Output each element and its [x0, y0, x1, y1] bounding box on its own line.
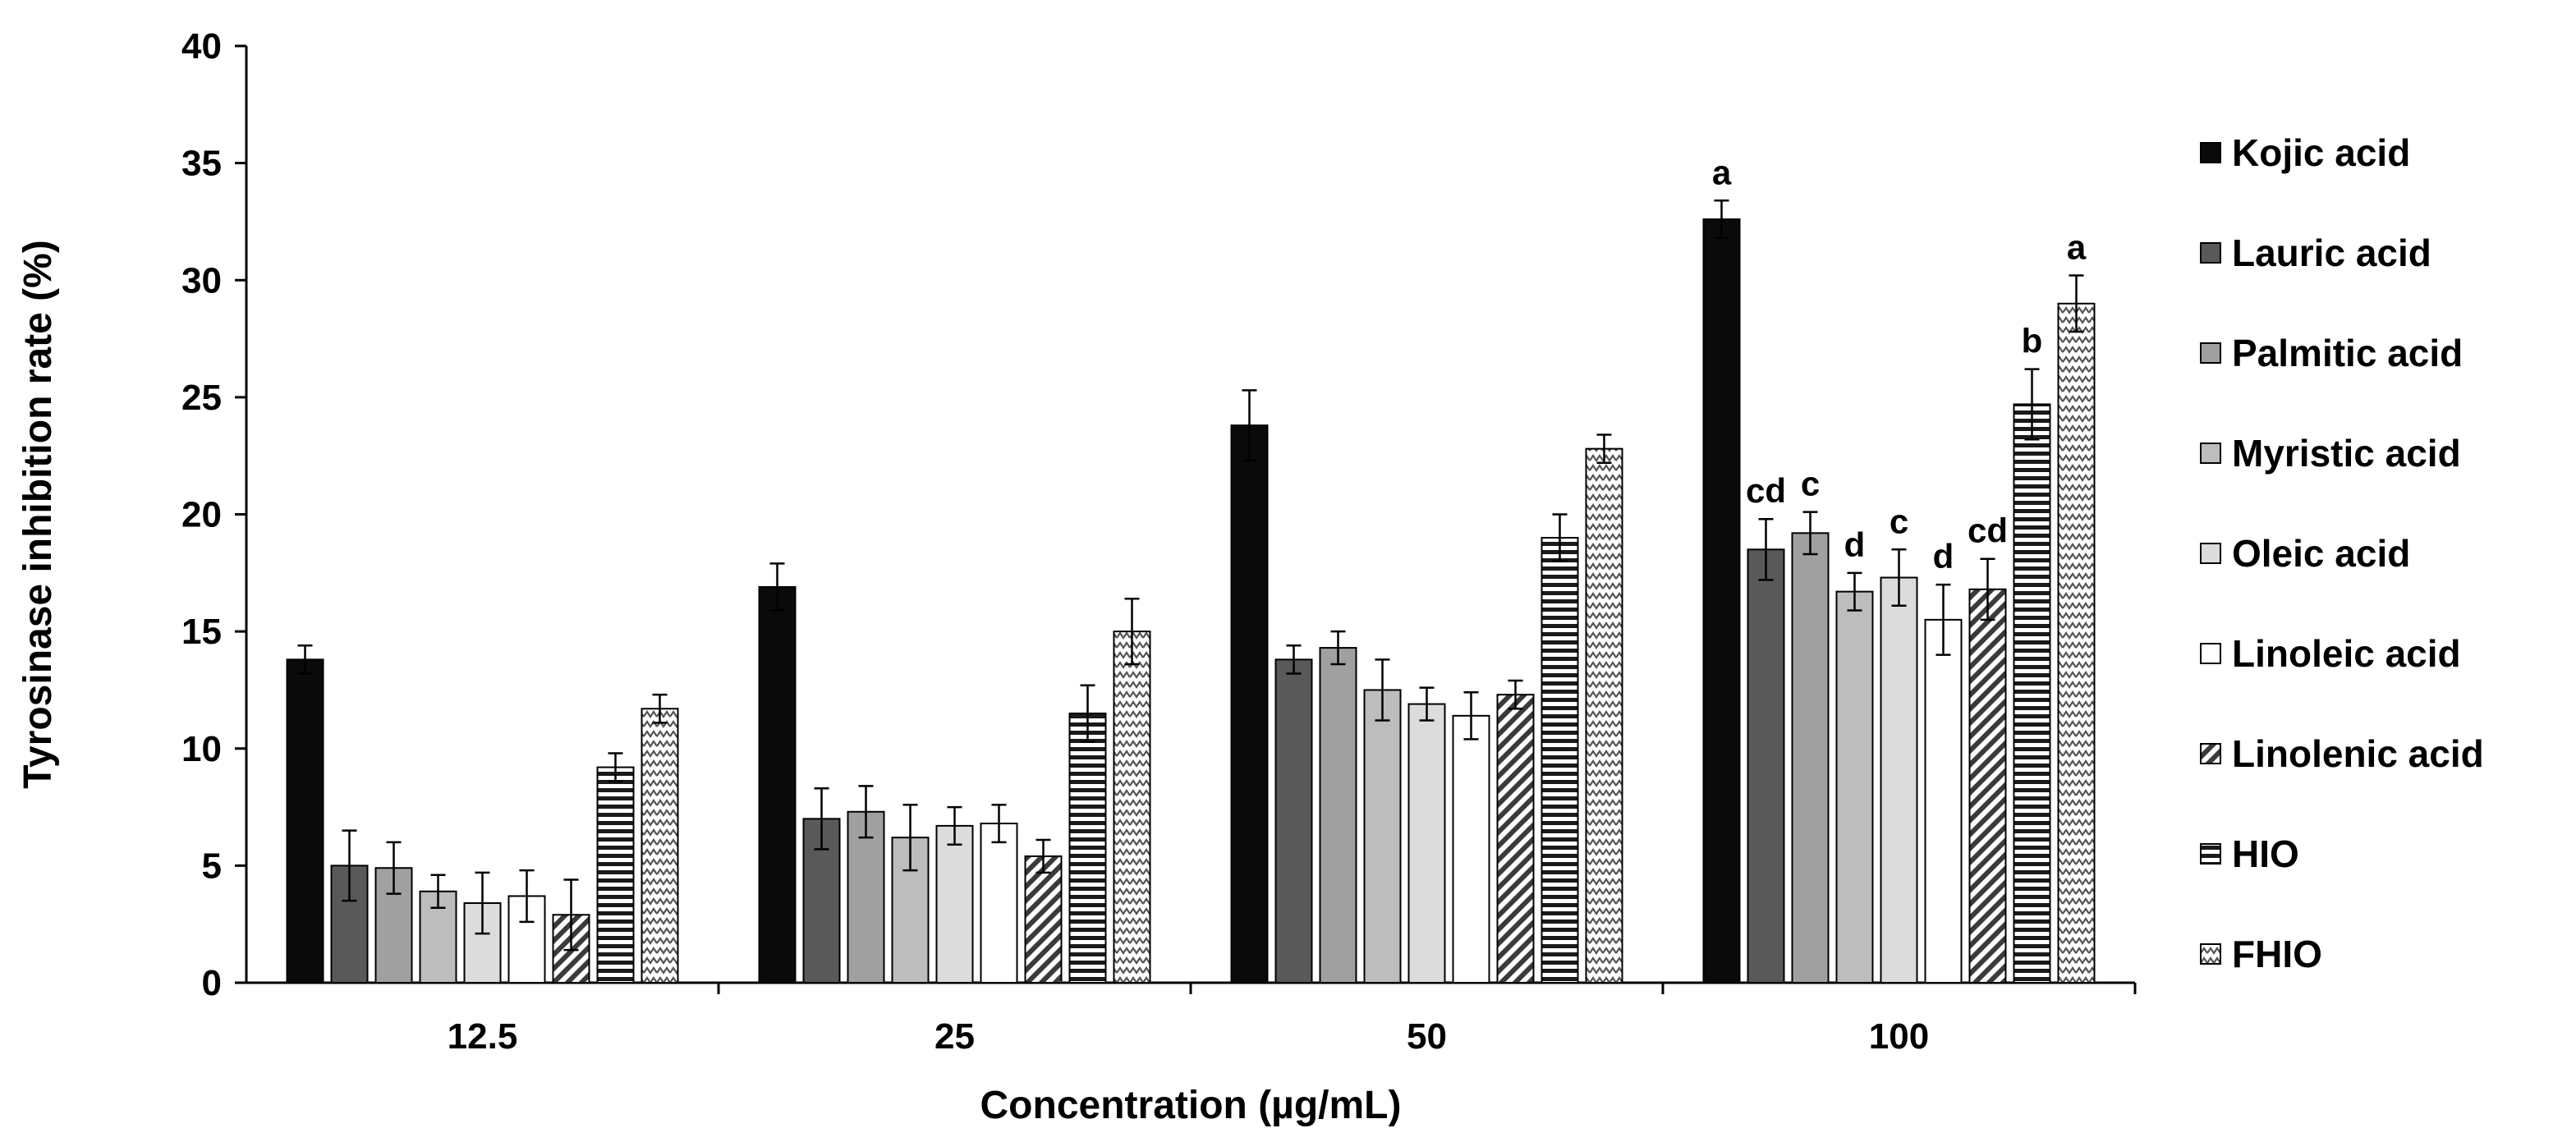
legend-label: Myristic acid: [2232, 432, 2461, 475]
legend-label: Oleic acid: [2232, 532, 2410, 575]
y-tick-label: 5: [202, 846, 222, 886]
bar: [758, 585, 797, 984]
significance-label: a: [2067, 228, 2087, 267]
y-tick-label: 15: [181, 612, 222, 652]
bar: [1319, 647, 1357, 984]
significance-label: c: [1890, 502, 1908, 540]
y-tick-label: 20: [181, 495, 222, 535]
bar: [286, 658, 324, 984]
legend-label: Kojic acid: [2232, 131, 2410, 174]
bar: [1747, 548, 1785, 984]
bar: [1702, 218, 1741, 984]
significance-label: a: [1712, 153, 1732, 191]
axes: 0 5 10 15 20 25 30 35 40 12.5 25 50 100 Concentration…: [16, 26, 2137, 1127]
bar: [1024, 855, 1063, 984]
bar: [1496, 694, 1535, 984]
bar: [1880, 576, 1918, 984]
bar: [1541, 537, 1579, 984]
legend-label: Linolenic acid: [2232, 732, 2484, 775]
legend-label: Linoleic acid: [2232, 632, 2461, 675]
significance-label: c: [1801, 465, 1820, 503]
bar: [2057, 302, 2096, 984]
bar: [1452, 714, 1490, 984]
bar: [1230, 424, 1269, 984]
legend-swatch: [2200, 943, 2221, 965]
x-axis-title: Concentration (µg/mL): [980, 1084, 1402, 1127]
significance-label: b: [2022, 322, 2043, 360]
legend-swatch: [2200, 843, 2221, 865]
legend-swatch: [2200, 743, 2221, 764]
significance-label: d: [1844, 525, 1866, 564]
y-tick-label: 10: [181, 729, 222, 769]
bar: [1274, 658, 1313, 984]
significance-label: cd: [1968, 511, 2008, 550]
legend-swatch: [2200, 443, 2221, 464]
bar: [2013, 403, 2051, 984]
bar: [1407, 703, 1446, 984]
bar: [847, 810, 885, 984]
y-tick-label: 35: [181, 144, 222, 184]
legend-swatch: [2200, 643, 2221, 664]
x-tick-label: 25: [934, 1016, 975, 1057]
legend-label: Palmitic acid: [2232, 332, 2463, 374]
x-tick-label: 100: [1869, 1016, 1929, 1057]
y-axis-title: Tyrosinase inhibition rate (%): [16, 240, 60, 789]
legend-swatch: [2200, 342, 2221, 364]
legend-label: HIO: [2232, 832, 2299, 875]
legend-swatch: [2200, 142, 2221, 163]
y-tick-label: 25: [181, 378, 222, 418]
bar: [1924, 618, 1963, 984]
bar: [1791, 532, 1830, 984]
significance-label: d: [1933, 537, 1954, 576]
bar: [980, 823, 1018, 984]
x-tick-label: 50: [1407, 1016, 1447, 1057]
bar: [1363, 689, 1402, 984]
legend-label: Lauric acid: [2232, 232, 2431, 274]
bar: [641, 708, 679, 984]
x-tick-label: 12.5: [448, 1016, 518, 1057]
bar: [1835, 590, 1874, 984]
legend-swatch: [2200, 543, 2221, 564]
bar: [1068, 712, 1107, 984]
bar: [1113, 631, 1151, 984]
bar: [1585, 447, 1623, 984]
legend-swatch: [2200, 242, 2221, 264]
bar: [596, 766, 635, 984]
bar: [935, 824, 974, 984]
y-tick-label: 0: [202, 963, 222, 1003]
y-tick-label: 40: [181, 26, 222, 67]
legend-label: FHIO: [2232, 933, 2322, 975]
significance-label: cd: [1746, 471, 1786, 510]
bar: [1968, 588, 2007, 984]
legend: Kojic acid Lauric acid Palmitic acid Myrist…: [2200, 131, 2484, 975]
y-tick-label: 30: [181, 260, 222, 300]
